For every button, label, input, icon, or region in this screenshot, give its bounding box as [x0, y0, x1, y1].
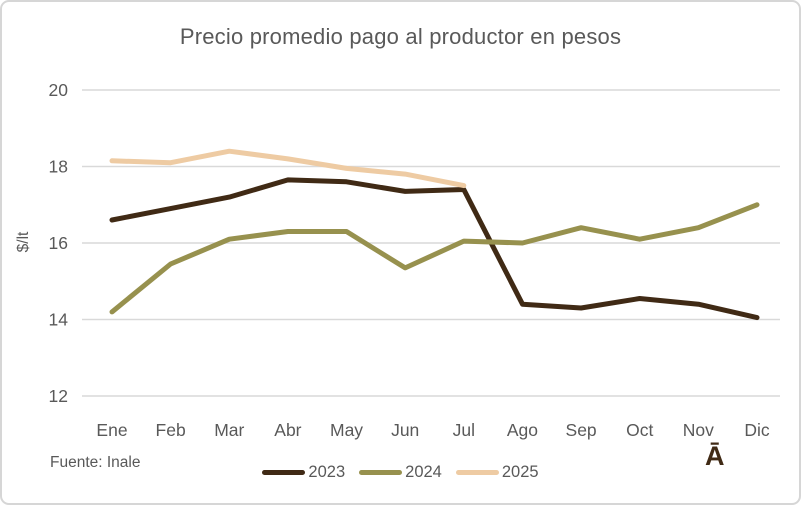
x-tick-label-ene: Ene	[96, 420, 127, 440]
x-tick-label-dic: Dic	[744, 420, 770, 440]
legend-item-2024[interactable]: 2024	[359, 463, 442, 482]
y-tick-label-16: 16	[49, 233, 68, 253]
x-tick-label-nov: Nov	[683, 420, 714, 440]
legend-swatch-2023	[262, 469, 306, 475]
legend-item-2025[interactable]: 2025	[455, 462, 539, 482]
x-tick-label-jul: Jul	[453, 420, 475, 440]
x-tick-label-jun: Jun	[391, 420, 419, 440]
legend-swatch-2025	[455, 469, 499, 475]
legend-label-2024: 2024	[405, 462, 442, 481]
legend-label-2025: 2025	[501, 462, 539, 481]
source-note: Fuente: Inale	[50, 454, 141, 471]
legend-item-2023[interactable]: 2023	[262, 463, 345, 482]
x-tick-label-abr: Abr	[274, 420, 301, 440]
series-line-2024	[109, 202, 760, 315]
x-tick-label-feb: Feb	[156, 420, 186, 440]
watermark-glyph: Ā	[705, 441, 725, 471]
series-line-2025	[109, 148, 467, 189]
x-tick-label-ago: Ago	[507, 420, 538, 440]
legend-swatch-2024	[359, 469, 403, 475]
chart-title: Precio promedio pago al productor en pes…	[179, 24, 622, 49]
x-tick-label-may: May	[330, 420, 363, 440]
y-tick-label-12: 12	[49, 386, 68, 406]
x-tick-label-oct: Oct	[626, 420, 653, 440]
y-axis-title: $/lt	[15, 231, 32, 252]
x-tick-label-mar: Mar	[214, 420, 244, 440]
y-tick-label-20: 20	[49, 80, 69, 100]
x-tick-label-sep: Sep	[566, 420, 597, 440]
y-tick-label-14: 14	[49, 310, 69, 330]
series-line-2023	[109, 177, 760, 321]
y-tick-label-18: 18	[49, 157, 68, 177]
legend: 2023 2024 2025	[2, 461, 799, 483]
legend-label-2023: 2023	[308, 462, 346, 481]
